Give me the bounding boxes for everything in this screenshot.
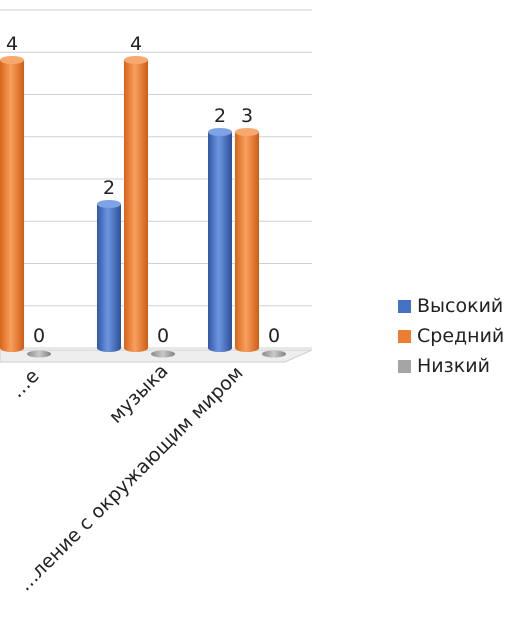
legend-label-high: Высокий [417,295,504,317]
legend-label-medium: Средний [417,325,505,347]
bar-top [208,128,232,136]
legend-swatch-medium [398,329,411,343]
legend-item-low: Низкий [398,352,504,380]
bar [0,60,24,348]
category-labels: …е музыка…ление с окружающим миром [6,360,247,596]
data-label: 4 [6,33,18,55]
legend-item-medium: Средний [398,322,504,350]
data-label: 2 [214,105,226,127]
legend-item-high: Высокий [398,292,504,320]
legend-label-low: Низкий [417,355,490,377]
bar-top [0,56,24,64]
data-label: 4 [130,33,142,55]
data-label: 0 [268,325,280,347]
data-label: 2 [103,177,115,199]
bar [208,132,232,348]
legend-swatch-low [398,359,411,373]
bar [124,60,148,348]
data-label: 0 [33,325,45,347]
bar-base [208,344,232,352]
bar-base [97,344,121,352]
bar-top [235,128,259,136]
bars [0,56,286,358]
bar-zero [262,350,286,358]
legend-swatch-high [398,299,411,313]
bar-top [124,56,148,64]
bar-top [97,200,121,208]
bar-base [0,344,24,352]
bar-zero [151,350,175,358]
bar-base [235,344,259,352]
category-label: …е [6,365,43,402]
data-label: 3 [241,105,253,127]
bar [97,204,121,348]
bar-base [124,344,148,352]
bar [235,132,259,348]
gridlines [0,9,312,349]
category-label: музыка [105,360,173,428]
data-label: 0 [157,325,169,347]
legend: Высокий Средний Низкий [398,292,504,382]
bar-zero [27,350,51,358]
